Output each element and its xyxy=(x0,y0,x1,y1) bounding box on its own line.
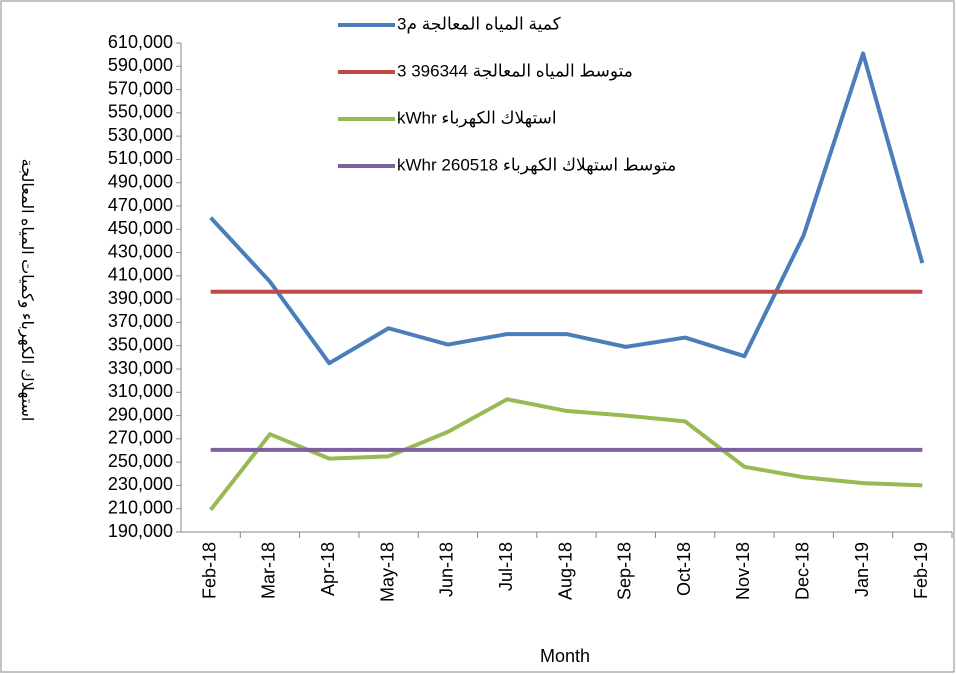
x-tick-label: Dec-18 xyxy=(792,542,812,600)
y-tick-label: 510,000 xyxy=(108,148,173,168)
y-tick-label: 270,000 xyxy=(108,428,173,448)
legend-label: متوسط استهلاك الكهرباء 260518 kWhr xyxy=(397,155,676,175)
x-tick-label: Feb-19 xyxy=(911,542,931,599)
legend-label: استهلاك الكهرباء kWhr xyxy=(397,108,557,128)
y-tick-label: 410,000 xyxy=(108,265,173,285)
x-tick-label: Oct-18 xyxy=(674,542,694,596)
y-tick-label: 530,000 xyxy=(108,125,173,145)
x-tick-label: Apr-18 xyxy=(318,542,338,596)
x-tick-label: Sep-18 xyxy=(615,542,635,600)
y-tick-label: 470,000 xyxy=(108,195,173,215)
y-tick-label: 490,000 xyxy=(108,171,173,191)
legend: كمية المياه المعالجة م3 متوسط المياه المع… xyxy=(338,14,676,175)
y-tick-label: 210,000 xyxy=(108,497,173,517)
legend-label: متوسط المياه المعالجة 396344 3 xyxy=(397,61,633,80)
y-tick-label: 610,000 xyxy=(108,32,173,52)
x-tick-label: May-18 xyxy=(377,542,397,602)
data-line xyxy=(209,51,925,366)
x-tick-label: Nov-18 xyxy=(733,542,753,600)
x-tick-label: Jan-19 xyxy=(852,542,872,597)
y-axis-label: استهلاك الكهرباء وكميات المياه المعالجة xyxy=(17,159,35,422)
x-tick-label: Mar-18 xyxy=(259,542,279,599)
y-tick-label: 390,000 xyxy=(108,288,173,308)
x-tick-label: Aug-18 xyxy=(555,542,575,600)
y-tick-label: 370,000 xyxy=(108,311,173,331)
y-tick-label: 310,000 xyxy=(108,381,173,401)
data-line xyxy=(209,397,923,512)
y-tick-label: 550,000 xyxy=(108,102,173,122)
y-tick-label: 230,000 xyxy=(108,474,173,494)
y-tick-label: 590,000 xyxy=(108,55,173,75)
x-tick-label: Jul-18 xyxy=(496,542,516,591)
y-tick-label: 570,000 xyxy=(108,78,173,98)
y-tick-label: 290,000 xyxy=(108,404,173,424)
y-tick-label: 350,000 xyxy=(108,334,173,354)
x-tick-label: Feb-18 xyxy=(199,542,219,599)
y-tick-label: 450,000 xyxy=(108,218,173,238)
y-tick-label: 190,000 xyxy=(108,521,173,541)
legend-label: كمية المياه المعالجة م3 xyxy=(397,14,562,33)
x-tick-label: Jun-18 xyxy=(437,542,457,597)
y-tick-label: 250,000 xyxy=(108,451,173,471)
y-tick-label: 330,000 xyxy=(108,358,173,378)
x-axis-label: Month xyxy=(540,646,590,666)
y-tick-label: 430,000 xyxy=(108,241,173,261)
